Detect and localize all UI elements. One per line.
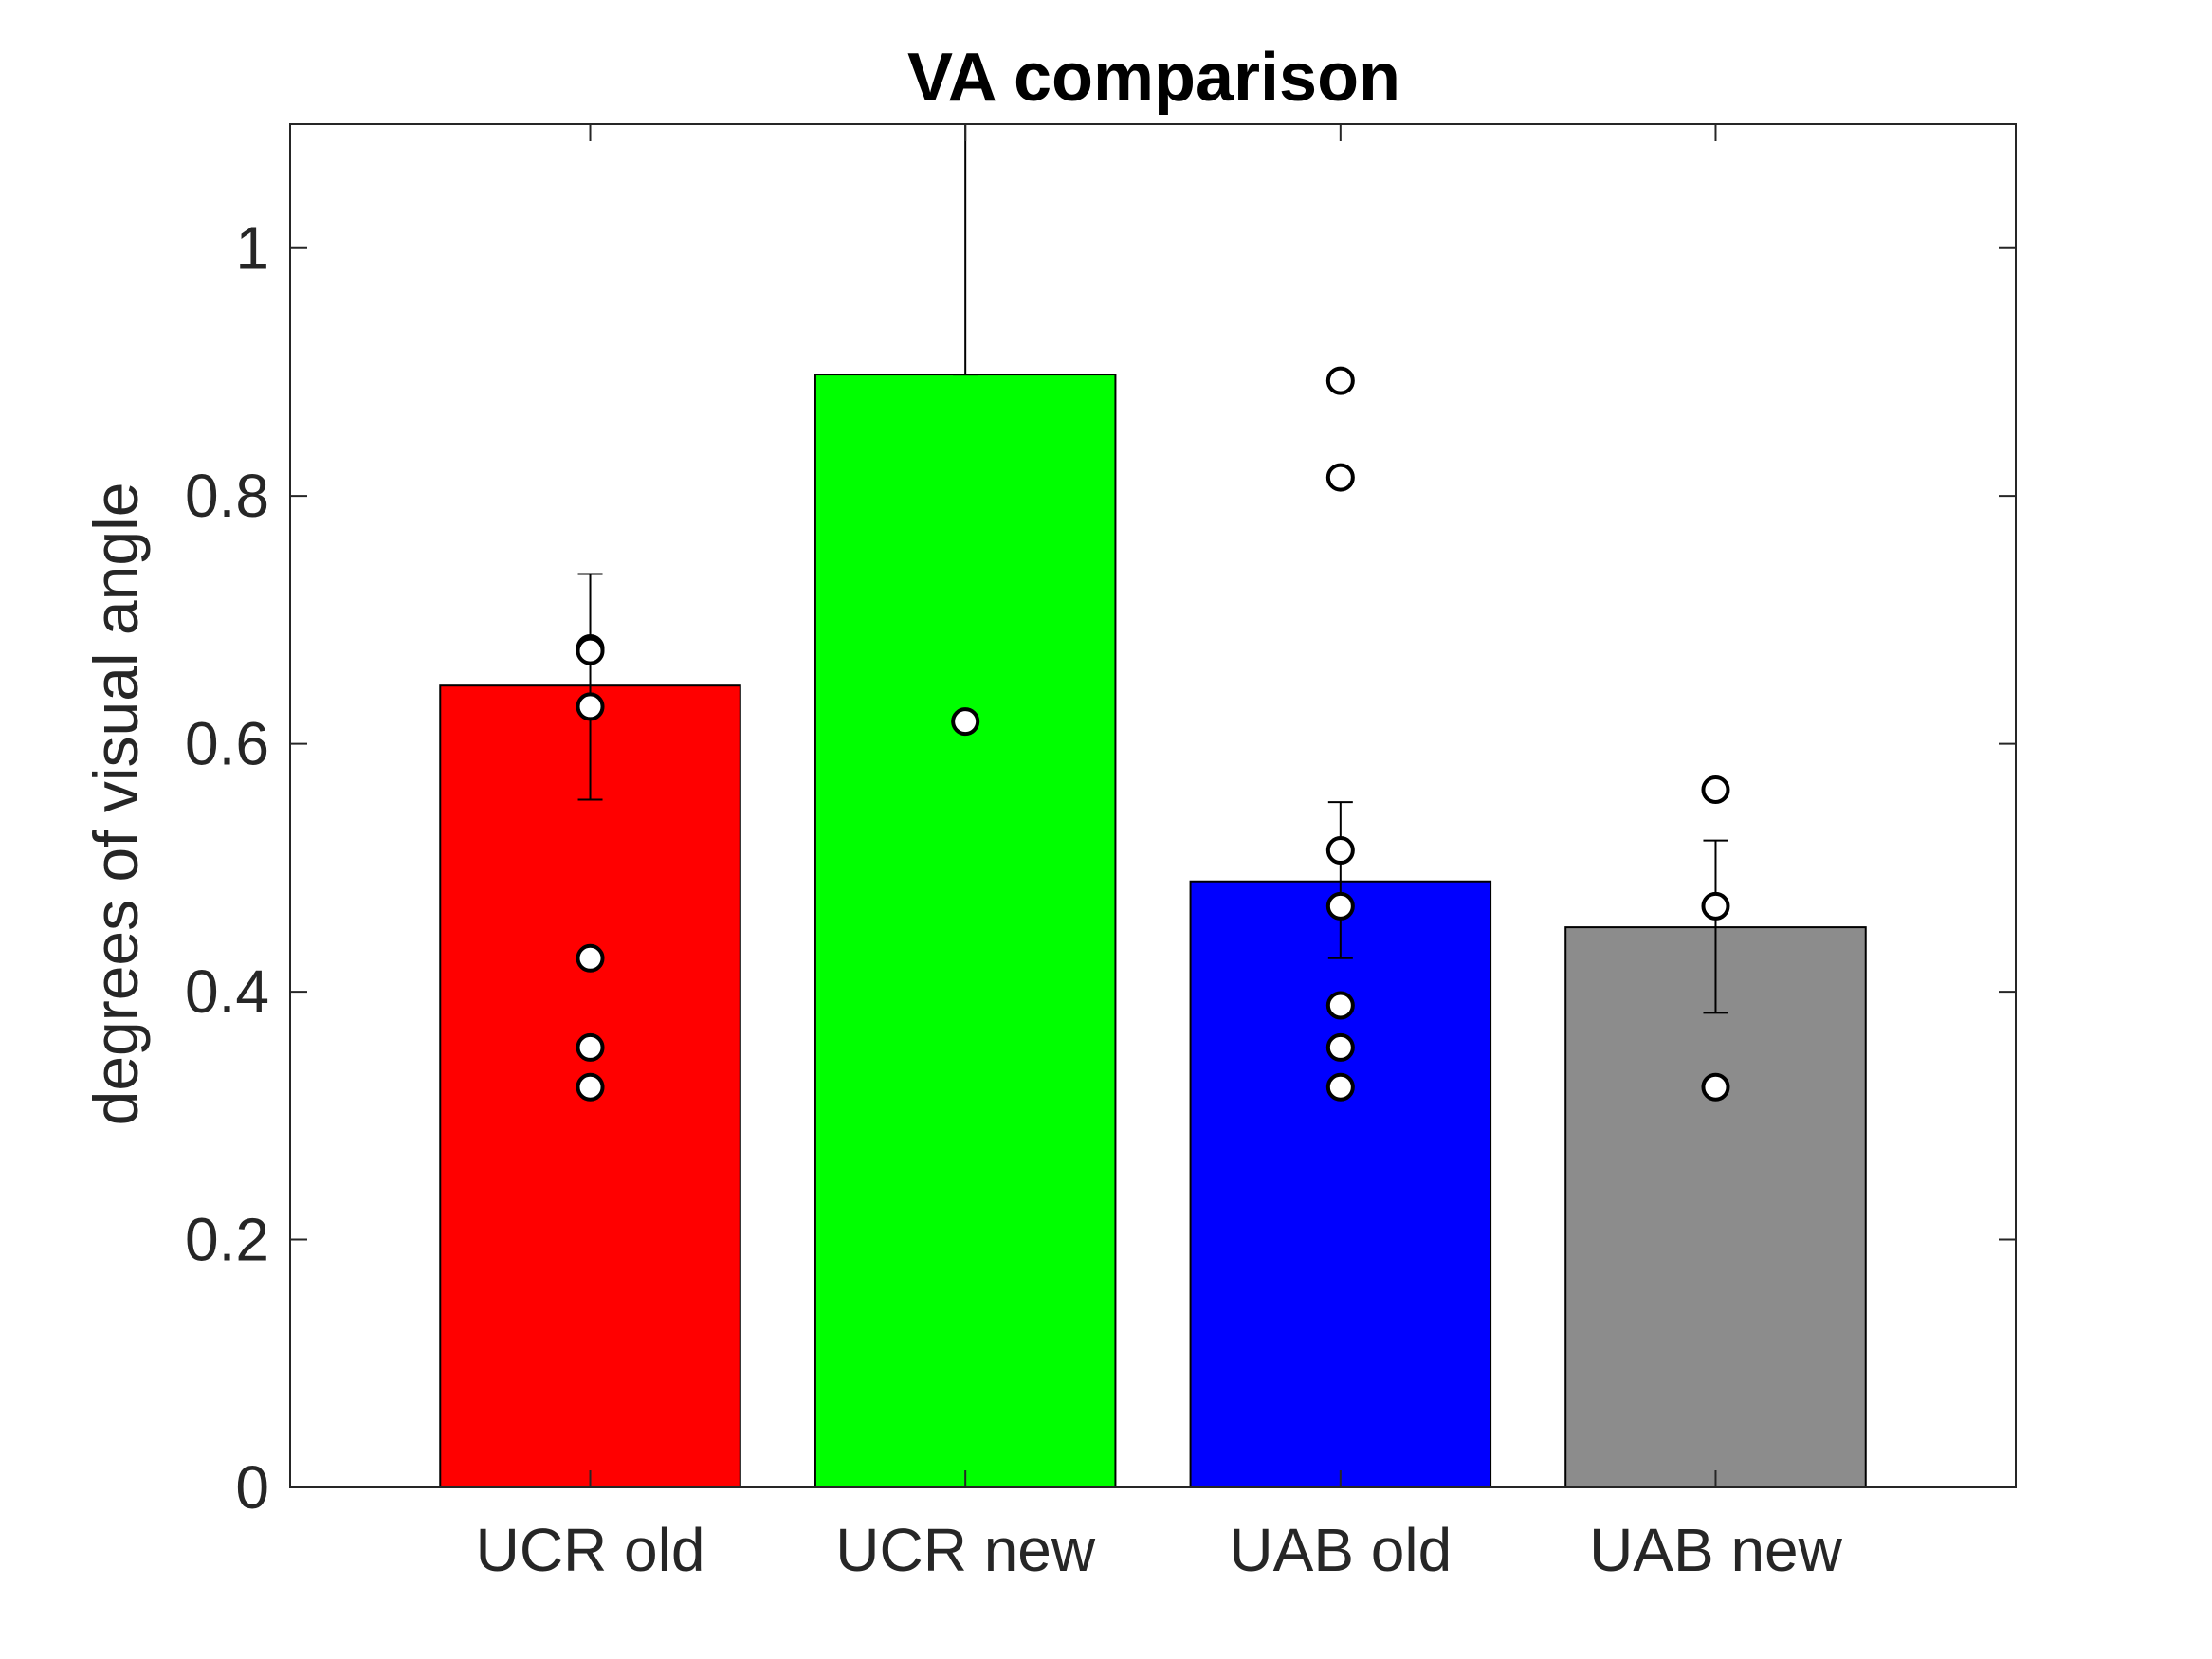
bar-uab-old xyxy=(1189,880,1492,1488)
data-point xyxy=(1325,366,1355,395)
data-point xyxy=(576,943,605,973)
data-point xyxy=(576,1032,605,1062)
data-point xyxy=(951,707,980,737)
plot-area: 0 0.2 0.4 0.6 0.8 1 UCR old UCR new UAB old UAB n… xyxy=(185,124,2016,1584)
data-point xyxy=(1325,1072,1355,1102)
data-point xyxy=(1325,463,1355,492)
y-tick-label: 0 xyxy=(235,1453,269,1522)
data-point xyxy=(1701,775,1730,805)
data-point xyxy=(1325,1032,1355,1062)
data-point xyxy=(1325,991,1355,1020)
bar-uab-new xyxy=(1564,926,1867,1488)
data-point xyxy=(576,636,605,665)
data-point xyxy=(1701,891,1730,921)
y-tick-label: 1 xyxy=(235,214,269,283)
x-tick-label: UCR new xyxy=(835,1516,1096,1584)
x-tick-label: UAB old xyxy=(1229,1516,1452,1584)
plot-frame xyxy=(289,123,2017,1488)
y-axis-label: degrees of visual angle xyxy=(81,483,151,1126)
y-tick-label: 0.2 xyxy=(185,1206,269,1274)
data-point xyxy=(1701,1072,1730,1102)
bar-ucr-new xyxy=(814,374,1117,1488)
data-point xyxy=(576,1072,605,1102)
x-tick-label: UAB new xyxy=(1589,1516,1843,1584)
y-tick-label: 0.8 xyxy=(185,462,269,530)
x-tick-label: UCR old xyxy=(476,1516,705,1584)
data-point xyxy=(1325,836,1355,866)
chart-title: VA comparison xyxy=(907,40,1400,116)
data-point xyxy=(1325,891,1355,921)
y-tick-label: 0.6 xyxy=(185,710,269,778)
y-tick-label: 0.4 xyxy=(185,957,269,1026)
data-point xyxy=(576,692,605,721)
